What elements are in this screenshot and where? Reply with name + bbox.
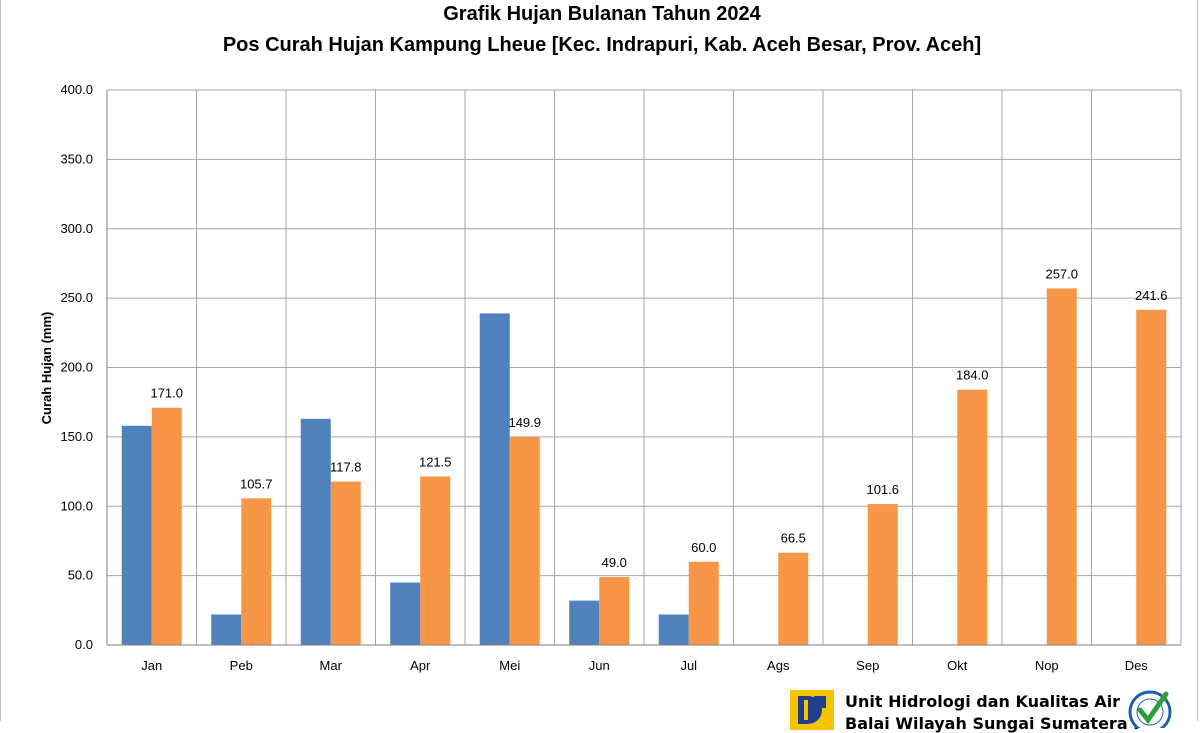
data-label: 101.6 [866, 482, 899, 497]
x-tick-label: Okt [947, 658, 968, 673]
bars [121, 288, 1167, 645]
x-tick-label: Jan [141, 658, 162, 673]
footer-line-1: Unit Hidrologi dan Kualitas Air [845, 692, 1121, 711]
iso-certification-icon [1128, 690, 1172, 728]
x-tick-label: Nop [1035, 658, 1059, 673]
data-label: 121.5 [419, 454, 452, 469]
data-label: 149.9 [508, 415, 541, 430]
bar [867, 504, 898, 645]
y-tick-label: 200.0 [60, 360, 93, 375]
bar [658, 614, 689, 645]
bar [1046, 288, 1077, 645]
y-tick-label: 0.0 [75, 637, 93, 652]
x-tick-label: Peb [230, 658, 253, 673]
bar [688, 561, 719, 645]
data-label: 171.0 [150, 386, 183, 401]
data-label: 117.8 [330, 460, 362, 475]
y-tick-label: 350.0 [60, 151, 93, 166]
x-tick-label: Des [1125, 658, 1149, 673]
bar [211, 614, 242, 645]
y-axis-label: Curah Hujan (mm) [39, 312, 54, 425]
x-tick-label: Jul [680, 658, 697, 673]
data-label: 66.5 [781, 531, 806, 546]
bar [957, 389, 988, 645]
bar [300, 418, 331, 645]
x-tick-label: Mar [320, 658, 343, 673]
chart-subtitle: Pos Curah Hujan Kampung Lheue [Kec. Indr… [223, 34, 981, 56]
chart-title: Grafik Hujan Bulanan Tahun 2024 [443, 3, 761, 25]
bar [1136, 309, 1167, 645]
y-tick-label: 100.0 [60, 498, 93, 513]
y-tick-label: 50.0 [68, 568, 93, 583]
footer: Unit Hidrologi dan Kualitas Air Balai Wi… [790, 688, 1200, 733]
bar [390, 582, 421, 645]
bar [121, 425, 152, 645]
bar [479, 313, 510, 645]
bar [569, 600, 600, 645]
bar [330, 481, 361, 645]
x-tick-label: Apr [410, 658, 431, 673]
axes: 0.0 50.0 100.0 150.0 200.0 250.0 300.0 350.0 400… [60, 82, 1181, 673]
bar [420, 476, 451, 645]
y-tick-label: 300.0 [60, 221, 93, 236]
bar [778, 552, 809, 645]
bar [599, 577, 630, 645]
y-tick-label: 250.0 [60, 290, 93, 305]
x-tick-label: Mei [499, 658, 520, 673]
y-tick-label: 400.0 [60, 82, 93, 97]
pu-logo-icon [790, 690, 834, 730]
y-tick-label: 150.0 [60, 429, 93, 444]
data-label: 241.6 [1135, 288, 1168, 303]
x-tick-label: Sep [856, 658, 879, 673]
x-tick-label: Ags [767, 658, 790, 673]
bar [509, 437, 540, 645]
bar [151, 407, 182, 645]
x-tick-label: Jun [589, 658, 610, 673]
data-label: 257.0 [1045, 266, 1078, 281]
data-labels: 171.0 105.7 117.8 121.5 149.9 49.0 60.0 66.5 101… [150, 266, 1167, 570]
bar [241, 498, 272, 645]
footer-line-2: Balai Wilayah Sungai Sumatera I [845, 714, 1140, 733]
data-label: 49.0 [602, 555, 627, 570]
data-label: 60.0 [691, 540, 716, 555]
data-label: 184.0 [956, 368, 989, 383]
data-label: 105.7 [240, 476, 273, 491]
